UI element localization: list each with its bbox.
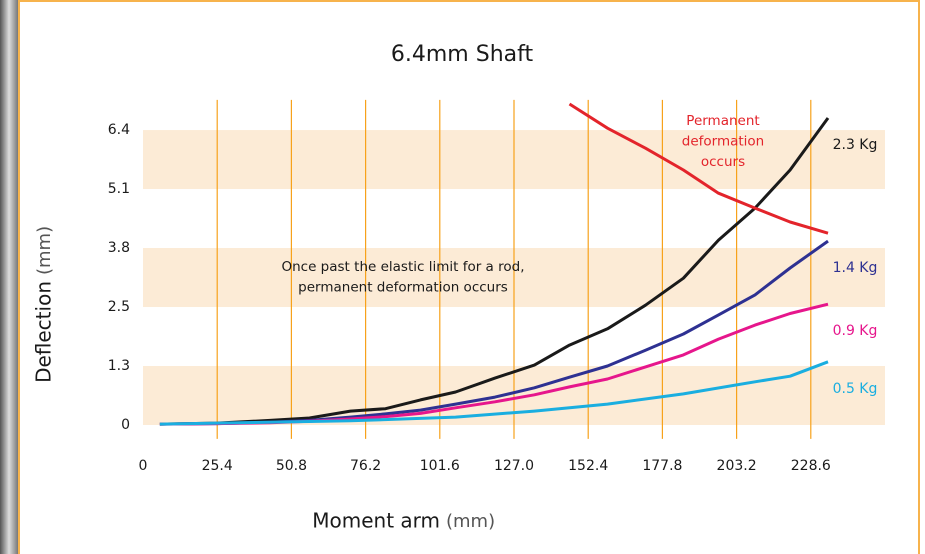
legend-label: 1.4 Kg (833, 260, 878, 276)
chart-title: 6.4mm Shaft (391, 42, 534, 67)
y-tick-label: 0 (121, 417, 130, 433)
x-axis-unit: (mm) (446, 511, 495, 532)
annotation: occurs (701, 154, 745, 170)
y-tick-label: 3.8 (108, 240, 130, 256)
x-axis-label: Moment arm (312, 509, 440, 533)
y-tick-label: 2.5 (108, 299, 130, 315)
legend-label: 0.9 Kg (833, 323, 878, 339)
y-axis-unit: (mm) (34, 226, 55, 275)
legend-label: 2.3 Kg (833, 137, 878, 153)
annotation: Permanent (686, 113, 759, 129)
x-tick-label: 101.6 (420, 458, 460, 474)
rod-decoration (0, 0, 18, 554)
x-tick-label: 228.6 (791, 458, 831, 474)
x-tick-label: 177.8 (642, 458, 682, 474)
y-tick-label: 6.4 (108, 122, 130, 138)
x-tick-label: 203.2 (717, 458, 757, 474)
annotation: Once past the elastic limit for a rod, (281, 259, 524, 275)
y-tick-label: 1.3 (108, 358, 130, 374)
x-tick-label: 152.4 (568, 458, 608, 474)
annotation: permanent deformation occurs (298, 280, 508, 296)
y-tick-label: 5.1 (108, 181, 130, 197)
legend-label: 0.5 Kg (833, 381, 878, 397)
x-tick-label: 50.8 (276, 458, 307, 474)
y-axis-label: Deflection (32, 281, 56, 383)
chart: 6.4mm Shaft Moment arm (mm) Deflection (… (0, 0, 925, 554)
x-tick-label: 0 (139, 458, 148, 474)
x-tick-label: 25.4 (202, 458, 233, 474)
annotation: deformation (682, 134, 764, 150)
x-tick-label: 76.2 (350, 458, 381, 474)
x-tick-label: 127.0 (494, 458, 534, 474)
